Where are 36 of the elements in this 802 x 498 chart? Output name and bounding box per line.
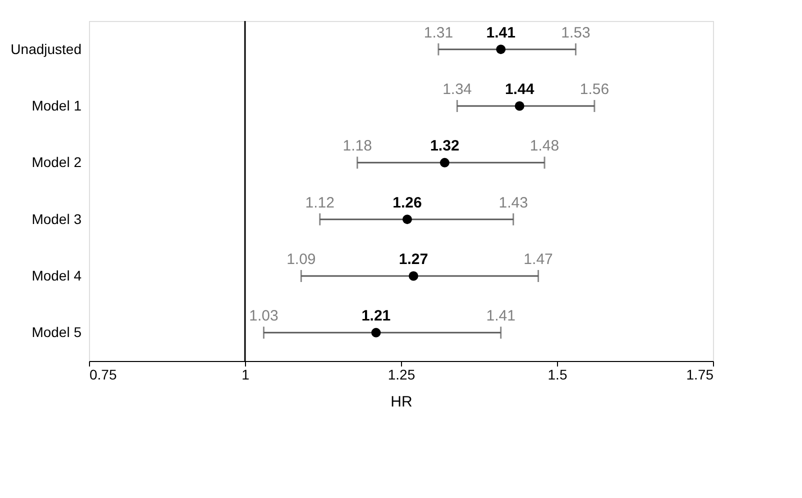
x-tick-label: 1.5 xyxy=(548,366,568,382)
y-tick-label: Unadjusted xyxy=(10,40,82,57)
annotation: 1.53 xyxy=(561,24,590,42)
data-label: 1.21 xyxy=(361,308,391,325)
point xyxy=(402,214,412,224)
y-tick-label: Model 2 xyxy=(32,154,82,170)
point xyxy=(514,101,524,111)
data-label: 1.44 xyxy=(504,81,535,98)
annotation: 1.18 xyxy=(342,138,372,155)
y-tick-label: Model 1 xyxy=(32,98,82,114)
y-tick-label: Model 3 xyxy=(32,210,82,227)
annotation: 1.56 xyxy=(580,81,610,98)
y-tick-label: Model 4 xyxy=(32,268,82,284)
annotation: 1.12 xyxy=(305,194,334,212)
annotation: 1.03 xyxy=(249,308,278,325)
point xyxy=(496,44,506,54)
data-label: 1.41 xyxy=(486,24,516,42)
annotation: 1.09 xyxy=(286,251,316,268)
x-tick-label: 1.75 xyxy=(686,366,714,382)
annotation: 1.48 xyxy=(530,138,560,155)
annotation: 1.31 xyxy=(424,24,454,42)
point xyxy=(371,328,381,338)
x-tick-label: 1.25 xyxy=(388,366,416,382)
point xyxy=(440,158,450,168)
annotation: 1.43 xyxy=(498,194,528,212)
x-tick-label: 0.75 xyxy=(90,366,117,382)
y-tick-label: Model 5 xyxy=(32,324,82,340)
annotation: 1.41 xyxy=(486,308,516,325)
annotation: 1.47 xyxy=(524,251,553,268)
x-axis-title: HR xyxy=(390,394,412,410)
data-label: 1.27 xyxy=(398,251,428,268)
annotation: 1.34 xyxy=(442,81,472,98)
point xyxy=(408,271,418,281)
data-label: 1.26 xyxy=(392,194,422,212)
x-tick-label: 1 xyxy=(242,366,250,382)
data-label: 1.32 xyxy=(430,138,460,155)
